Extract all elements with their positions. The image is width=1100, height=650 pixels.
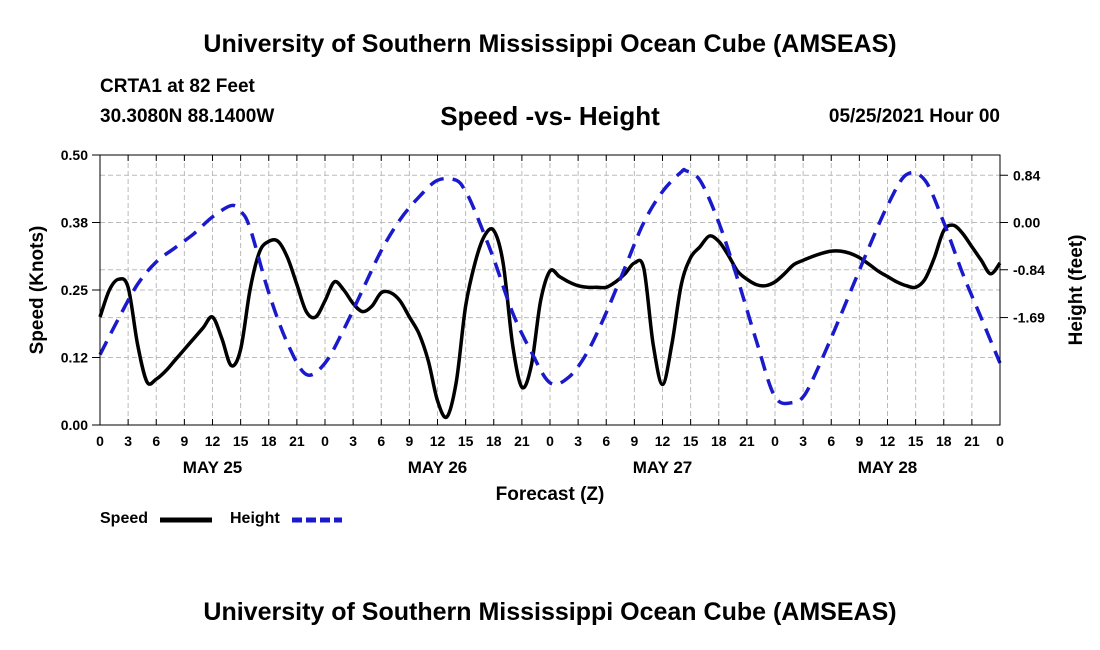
axes: 0 3 6 9 12 15 18 21 0 3 6 9 12 15 18 21 0 3 6 9 12 15 18 21 0 3 6 9… bbox=[61, 147, 1045, 477]
x-day-label: MAY 28 bbox=[858, 458, 918, 477]
x-tick-label: 18 bbox=[261, 433, 277, 449]
y-tick-label: 0.25 bbox=[61, 282, 88, 298]
x-tick-label: 12 bbox=[655, 433, 671, 449]
x-tick-label: 21 bbox=[289, 433, 305, 449]
chart-title: University of Southern Mississippi Ocean… bbox=[203, 30, 897, 58]
x-tick-label: 18 bbox=[486, 433, 502, 449]
x-tick-label: 0 bbox=[771, 433, 779, 449]
x-tick-label: 0 bbox=[546, 433, 554, 449]
x-tick-label: 15 bbox=[458, 433, 474, 449]
x-tick-label: 12 bbox=[205, 433, 221, 449]
y-tick-label: 0.00 bbox=[61, 417, 88, 433]
x-tick-label: 6 bbox=[152, 433, 160, 449]
x-tick-label: 12 bbox=[430, 433, 446, 449]
y2-tick-label: 0.00 bbox=[1013, 215, 1040, 231]
station-label: CRTA1 at 82 Feet bbox=[100, 76, 255, 97]
x-tick-label: 0 bbox=[996, 433, 1004, 449]
station-coordinates: 30.3080N 88.1400W bbox=[100, 106, 275, 127]
x-tick-label: 15 bbox=[908, 433, 924, 449]
x-tick-label: 6 bbox=[827, 433, 835, 449]
x-tick-label: 9 bbox=[180, 433, 188, 449]
x-tick-label: 3 bbox=[574, 433, 582, 449]
x-tick-label: 18 bbox=[936, 433, 952, 449]
x-tick-label: 9 bbox=[630, 433, 638, 449]
x-tick-label: 12 bbox=[880, 433, 896, 449]
x-tick-label: 6 bbox=[377, 433, 385, 449]
legend-height-label: Height bbox=[230, 510, 280, 527]
x-tick-label: 3 bbox=[124, 433, 132, 449]
series bbox=[98, 167, 1002, 420]
y-tick-label: 0.50 bbox=[61, 147, 88, 163]
y2-tick-label: -0.84 bbox=[1013, 262, 1045, 278]
chart-subtitle: Speed -vs- Height bbox=[440, 101, 660, 131]
speed-series-line bbox=[98, 223, 1002, 420]
y2-tick-label: -1.69 bbox=[1013, 310, 1045, 326]
x-tick-label: 18 bbox=[711, 433, 727, 449]
forecast-issue-time: 05/25/2021 Hour 00 bbox=[828, 106, 1000, 127]
x-day-label: MAY 27 bbox=[633, 458, 693, 477]
legend-speed-label: Speed bbox=[100, 510, 149, 527]
x-tick-label: 0 bbox=[96, 433, 104, 449]
x-tick-label: 0 bbox=[321, 433, 329, 449]
x-tick-label: 3 bbox=[349, 433, 357, 449]
x-tick-label: 9 bbox=[405, 433, 413, 449]
y2-axis-label: Height (feet) bbox=[1066, 235, 1087, 346]
y-tick-label: 0.12 bbox=[61, 350, 88, 366]
y-axis-label: Speed (Knots) bbox=[27, 226, 48, 355]
y-tick-label: 0.38 bbox=[61, 215, 88, 231]
x-tick-label: 21 bbox=[964, 433, 980, 449]
height-series-line bbox=[98, 167, 1002, 406]
x-axis-label: Forecast (Z) bbox=[496, 484, 605, 505]
footer-title: University of Southern Mississippi Ocean… bbox=[203, 598, 897, 626]
x-tick-label: 9 bbox=[855, 433, 863, 449]
y2-tick-label: 0.84 bbox=[1013, 167, 1040, 183]
x-tick-label: 6 bbox=[602, 433, 610, 449]
x-tick-label: 3 bbox=[799, 433, 807, 449]
x-tick-label: 21 bbox=[739, 433, 755, 449]
x-tick-label: 15 bbox=[233, 433, 249, 449]
x-day-label: MAY 25 bbox=[183, 458, 243, 477]
x-tick-label: 21 bbox=[514, 433, 530, 449]
x-day-label: MAY 26 bbox=[408, 458, 468, 477]
x-tick-label: 15 bbox=[683, 433, 699, 449]
